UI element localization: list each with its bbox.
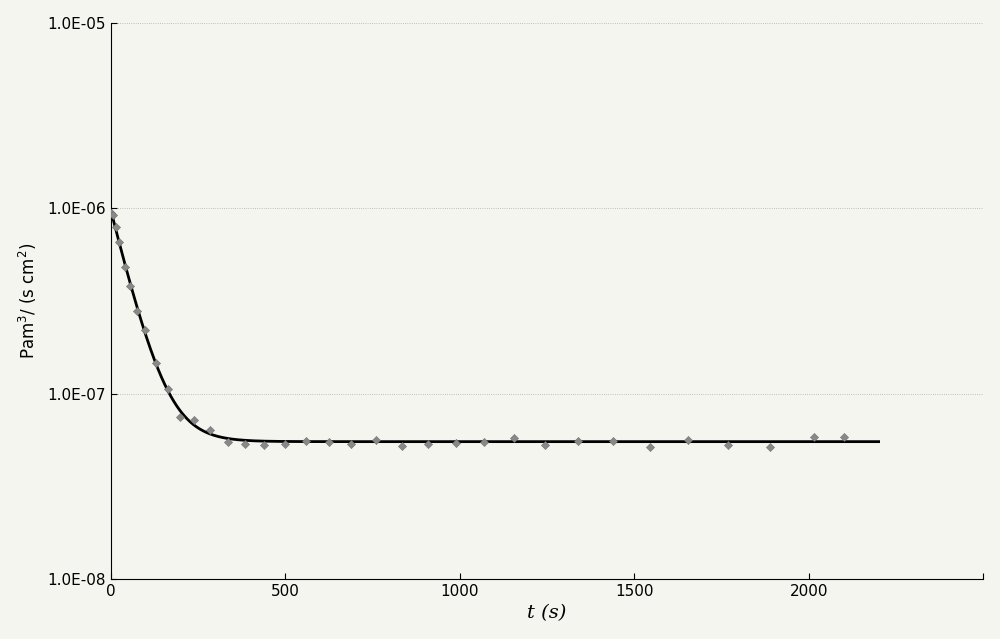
Point — [448, 438, 464, 449]
Point — [343, 439, 359, 449]
Point — [605, 436, 621, 446]
Point — [105, 210, 121, 220]
Point — [570, 436, 586, 447]
Point — [122, 281, 138, 291]
Point — [111, 237, 127, 247]
Point — [476, 437, 492, 447]
Point — [103, 208, 119, 219]
Point — [537, 440, 553, 450]
Point — [148, 358, 164, 368]
Point — [321, 437, 337, 447]
Y-axis label: Pam$^3$/ (s cm$^2$): Pam$^3$/ (s cm$^2$) — [17, 243, 39, 359]
Point — [506, 433, 522, 443]
Point — [368, 435, 384, 445]
Point — [108, 222, 124, 232]
Point — [720, 440, 736, 450]
Point — [256, 440, 272, 450]
Point — [277, 438, 293, 449]
Point — [117, 261, 133, 272]
Point — [129, 306, 145, 316]
Point — [762, 442, 778, 452]
Point — [836, 431, 852, 442]
Point — [237, 439, 253, 449]
Point — [680, 435, 696, 445]
Point — [220, 436, 236, 447]
Point — [642, 442, 658, 452]
Point — [394, 441, 410, 451]
Point — [172, 412, 188, 422]
Point — [137, 325, 153, 335]
Point — [806, 431, 822, 442]
Point — [420, 439, 436, 449]
Point — [186, 415, 202, 426]
Point — [160, 384, 176, 394]
X-axis label: t (s): t (s) — [527, 604, 567, 622]
Point — [298, 436, 314, 447]
Point — [202, 425, 218, 435]
